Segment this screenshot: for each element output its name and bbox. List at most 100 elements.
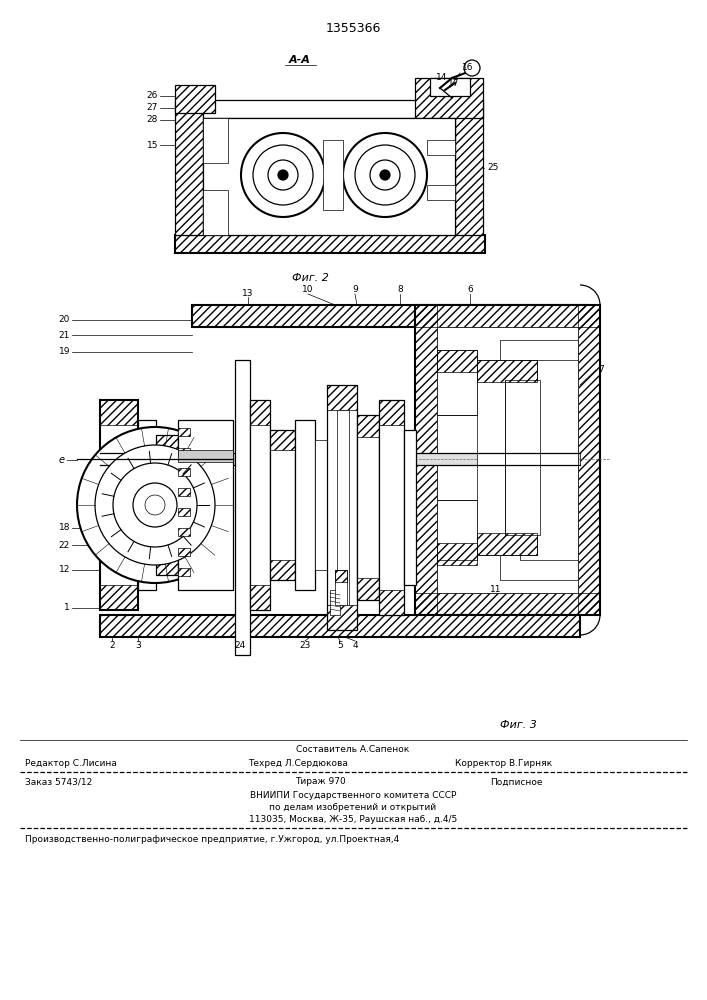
- Text: 22: 22: [59, 540, 70, 550]
- Text: по делам изобретений и открытий: по делам изобретений и открытий: [269, 802, 436, 812]
- Text: 17: 17: [448, 79, 460, 88]
- Text: 7: 7: [598, 365, 604, 374]
- Text: 27: 27: [146, 104, 158, 112]
- Bar: [330, 590, 340, 615]
- Bar: [100, 615, 580, 637]
- Bar: [178, 488, 190, 496]
- Text: 9: 9: [352, 286, 358, 294]
- Bar: [415, 593, 600, 615]
- Text: 21: 21: [59, 330, 70, 340]
- Circle shape: [464, 60, 480, 76]
- Circle shape: [343, 133, 427, 217]
- Text: 2: 2: [109, 641, 115, 650]
- Bar: [175, 85, 215, 113]
- Bar: [270, 430, 295, 450]
- Bar: [415, 78, 483, 118]
- Text: Тираж 970: Тираж 970: [295, 778, 346, 786]
- Text: 20: 20: [59, 316, 70, 324]
- Text: 14: 14: [436, 73, 448, 82]
- Text: 8: 8: [397, 286, 403, 294]
- Bar: [357, 578, 379, 600]
- Text: 24: 24: [235, 641, 245, 650]
- Text: Фиг. 3: Фиг. 3: [500, 720, 537, 730]
- Text: 26: 26: [146, 92, 158, 101]
- Bar: [156, 435, 178, 457]
- Bar: [437, 350, 477, 415]
- Circle shape: [355, 145, 415, 205]
- Text: Фиг. 2: Фиг. 2: [291, 273, 329, 283]
- Bar: [335, 570, 347, 582]
- Bar: [437, 500, 477, 560]
- Text: 10: 10: [303, 286, 314, 294]
- Bar: [100, 585, 138, 610]
- Text: 5: 5: [337, 641, 343, 650]
- Circle shape: [95, 445, 215, 565]
- Text: 23: 23: [299, 641, 310, 650]
- Bar: [379, 590, 404, 615]
- Text: 3: 3: [135, 641, 141, 650]
- Text: 28: 28: [146, 115, 158, 124]
- Bar: [175, 100, 203, 235]
- Bar: [437, 543, 477, 565]
- Bar: [337, 410, 349, 605]
- Bar: [175, 235, 485, 253]
- Circle shape: [241, 133, 325, 217]
- Bar: [203, 118, 228, 163]
- Bar: [178, 428, 190, 436]
- Bar: [415, 305, 437, 615]
- Bar: [477, 533, 537, 555]
- Text: Корректор В.Гирняк: Корректор В.Гирняк: [455, 758, 552, 768]
- Bar: [178, 448, 190, 456]
- Text: Подписное: Подписное: [490, 778, 542, 786]
- Circle shape: [133, 483, 177, 527]
- Circle shape: [253, 145, 313, 205]
- Text: 12: 12: [59, 566, 70, 574]
- Text: 1355366: 1355366: [325, 21, 380, 34]
- Bar: [235, 360, 250, 655]
- Bar: [270, 430, 295, 580]
- Text: 11: 11: [490, 585, 501, 594]
- Circle shape: [278, 170, 288, 180]
- Bar: [156, 435, 178, 575]
- Bar: [178, 450, 233, 462]
- Bar: [477, 360, 537, 555]
- Bar: [250, 400, 270, 425]
- Bar: [178, 468, 190, 476]
- Text: 15: 15: [146, 140, 158, 149]
- Bar: [295, 420, 315, 590]
- Circle shape: [77, 427, 233, 583]
- Bar: [437, 327, 578, 593]
- Text: 1: 1: [64, 603, 70, 612]
- Bar: [138, 420, 156, 590]
- Bar: [250, 400, 270, 610]
- Bar: [437, 350, 477, 372]
- Bar: [203, 100, 455, 118]
- Text: 113035, Москва, Ж-35, Раушская наб., д.4/5: 113035, Москва, Ж-35, Раушская наб., д.4…: [249, 814, 457, 824]
- Circle shape: [113, 463, 197, 547]
- Bar: [505, 380, 540, 535]
- Bar: [100, 400, 138, 425]
- Bar: [270, 560, 295, 580]
- Bar: [203, 190, 228, 235]
- Text: 13: 13: [243, 288, 254, 298]
- Bar: [379, 400, 404, 615]
- Bar: [178, 548, 190, 556]
- Bar: [357, 415, 379, 600]
- Bar: [178, 508, 190, 516]
- Bar: [404, 430, 416, 585]
- Bar: [427, 140, 455, 155]
- Bar: [250, 585, 270, 610]
- Bar: [323, 140, 343, 210]
- Bar: [327, 385, 357, 410]
- Text: А-А: А-А: [289, 55, 311, 65]
- Bar: [335, 570, 347, 605]
- Text: е: е: [59, 455, 65, 465]
- Text: Заказ 5743/12: Заказ 5743/12: [25, 778, 92, 786]
- Bar: [315, 440, 327, 570]
- Bar: [327, 385, 357, 630]
- Bar: [178, 568, 190, 576]
- Bar: [203, 118, 455, 235]
- Bar: [178, 420, 233, 590]
- Text: 16: 16: [462, 64, 474, 73]
- Circle shape: [268, 160, 298, 190]
